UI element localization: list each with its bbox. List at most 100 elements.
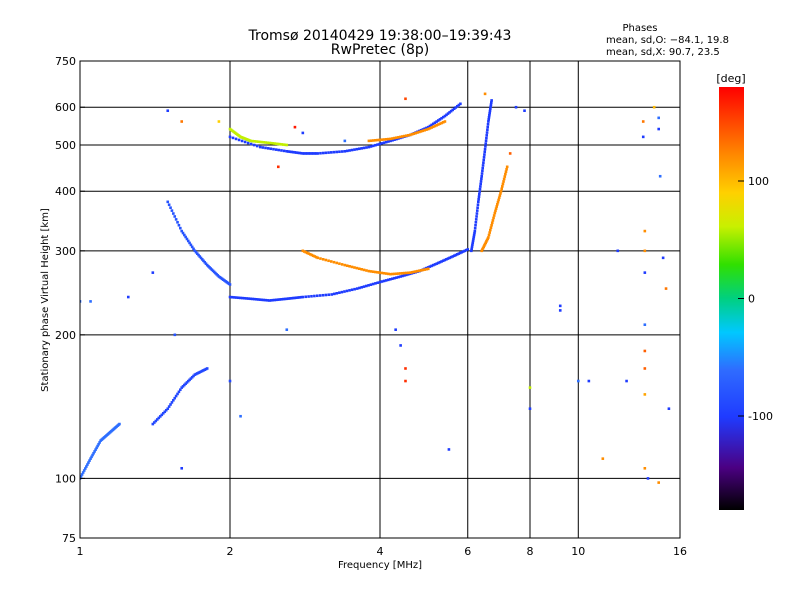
echo-point (576, 379, 580, 383)
echo-point (332, 292, 336, 296)
echo-point (249, 142, 253, 146)
echo-point (280, 143, 283, 146)
echo-point (393, 138, 396, 141)
echo-point (431, 122, 435, 126)
echo-point (185, 381, 189, 384)
echo-point (487, 233, 491, 237)
echo-point (173, 215, 177, 218)
echo-point (384, 140, 388, 144)
echo-point (180, 229, 184, 233)
echo-point (85, 465, 88, 468)
echo-point (658, 174, 662, 178)
echo-point (378, 280, 382, 284)
echo-point (488, 109, 492, 113)
echo-point (285, 297, 289, 301)
echo-point (190, 245, 194, 249)
echo-point (177, 390, 181, 394)
echo-point (440, 116, 443, 120)
echo-point (410, 133, 414, 136)
echo-point (236, 296, 240, 300)
echo-point (278, 298, 282, 301)
echo-point (414, 270, 417, 273)
echo-point (406, 273, 410, 276)
echo-point (307, 252, 311, 255)
echo-point (283, 143, 287, 147)
echo-point (293, 296, 297, 300)
echo-point (285, 150, 289, 153)
echo-point (338, 150, 341, 154)
echo-point (494, 207, 498, 210)
echo-point (480, 177, 483, 181)
echo-point (448, 111, 451, 114)
echo-point (421, 129, 425, 133)
echo-point (166, 109, 170, 113)
echo-point (457, 252, 461, 255)
echo-point (393, 136, 396, 140)
echo-point (493, 211, 497, 215)
echo-point (657, 116, 660, 120)
echo-point (261, 146, 265, 149)
data-points (80, 92, 671, 484)
echo-point (477, 200, 480, 204)
echo-point (475, 215, 478, 218)
echo-point (313, 255, 317, 258)
echo-point (310, 294, 313, 298)
echo-point (387, 140, 390, 143)
echo-point (234, 296, 238, 299)
echo-point (483, 153, 486, 156)
echo-point (299, 151, 303, 155)
echo-point (399, 135, 402, 139)
echo-point (393, 276, 396, 280)
echo-point (252, 143, 256, 147)
echo-point (492, 214, 496, 217)
echo-point (273, 298, 276, 302)
echo-point (303, 152, 306, 155)
echo-point (95, 446, 98, 450)
echo-point (403, 134, 406, 138)
echo-point (348, 265, 351, 268)
echo-point (397, 135, 400, 139)
echo-point (87, 461, 90, 464)
x-tick-label: 16 (673, 545, 687, 558)
echo-point (313, 152, 317, 155)
echo-point (353, 287, 356, 291)
echo-point (489, 226, 493, 229)
echo-point (291, 150, 295, 154)
echo-point (448, 256, 451, 260)
echo-point (273, 142, 276, 145)
echo-point (399, 272, 402, 275)
echo-point (436, 123, 440, 126)
echo-point (256, 140, 260, 144)
echo-point (345, 264, 349, 268)
echo-point (471, 239, 475, 243)
echo-point (262, 298, 266, 302)
echo-point (166, 407, 170, 411)
echo-point (488, 111, 491, 115)
echo-point (408, 271, 412, 274)
echo-point (180, 386, 184, 389)
echo-point (151, 271, 155, 274)
echo-point (189, 243, 193, 247)
echo-point (472, 235, 476, 239)
echo-point (243, 296, 246, 300)
echo-point (428, 265, 432, 268)
echo-point (401, 135, 404, 138)
echo-point (438, 118, 442, 121)
echo-point (461, 250, 465, 253)
echo-point (274, 148, 278, 151)
echo-point (335, 150, 339, 154)
echo-point (486, 128, 489, 132)
echo-point (243, 140, 247, 144)
echo-point (406, 271, 410, 275)
echo-point (280, 149, 283, 152)
echo-point (332, 260, 336, 264)
echo-point (489, 101, 493, 104)
echo-point (502, 177, 506, 181)
echo-point (338, 291, 341, 295)
echo-point (528, 407, 532, 411)
y-tick-label: 100 (55, 472, 76, 485)
echo-point (308, 253, 312, 256)
echo-point (343, 263, 347, 267)
echo-point (499, 192, 502, 195)
